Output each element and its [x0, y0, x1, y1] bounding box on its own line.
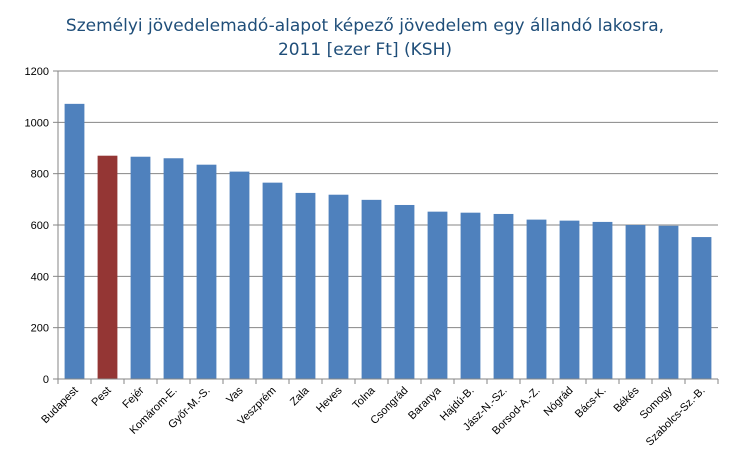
- x-category-label: Fejér: [120, 384, 146, 410]
- bar-14: [526, 219, 547, 379]
- x-category-label: Tolna: [351, 384, 379, 412]
- bar-15: [559, 220, 580, 379]
- x-category-label: Pest: [90, 385, 114, 409]
- bars: [64, 103, 712, 379]
- bar-2: [130, 156, 151, 379]
- y-tick-labels: 0 200 400 600 800 1000 1200: [25, 66, 49, 386]
- bar-0: [64, 103, 85, 379]
- bar-7: [295, 192, 316, 379]
- y-tick-label: 1000: [25, 117, 49, 129]
- x-category-label: Zala: [288, 384, 312, 408]
- bar-6: [262, 182, 283, 379]
- bar-16: [592, 221, 613, 379]
- bar-19: [691, 237, 712, 379]
- bar-4: [196, 164, 217, 379]
- y-tick-label: 400: [31, 271, 49, 283]
- bar-11: [427, 211, 448, 379]
- x-category-label: Vas: [224, 384, 246, 406]
- bar-9: [361, 199, 382, 379]
- chart-title-line-2: 2011 [ezer Ft] (KSH): [277, 40, 452, 60]
- gridlines: [58, 70, 718, 329]
- x-category-label: Békés: [612, 384, 642, 414]
- axes: [53, 70, 719, 384]
- chart-title: Személyi jövedelemadó-alapot képező jöve…: [0, 14, 730, 62]
- x-category-label: Budapest: [39, 385, 80, 426]
- x-category-label: Heves: [314, 384, 345, 415]
- bar-5: [229, 171, 250, 379]
- bar-10: [394, 204, 415, 379]
- chart-title-line-1: Személyi jövedelemadó-alapot képező jöve…: [65, 16, 665, 36]
- bar-17: [625, 225, 646, 379]
- bar-12: [460, 212, 481, 379]
- x-category-label: Bács-K.: [573, 385, 609, 421]
- bar-8: [328, 194, 349, 379]
- bar-1: [97, 155, 118, 379]
- y-tick-label: 600: [31, 220, 49, 232]
- x-category-label: Szabolcs-Sz.-B.: [644, 385, 708, 449]
- bar-13: [493, 213, 514, 379]
- bar-3: [163, 158, 184, 379]
- y-tick-label: 200: [31, 323, 49, 335]
- y-tick-label: 0: [43, 374, 49, 386]
- bar-18: [658, 225, 679, 379]
- x-category-label: Nógrád: [542, 385, 576, 419]
- y-tick-label: 800: [31, 169, 49, 181]
- y-tick-label: 1200: [25, 66, 49, 78]
